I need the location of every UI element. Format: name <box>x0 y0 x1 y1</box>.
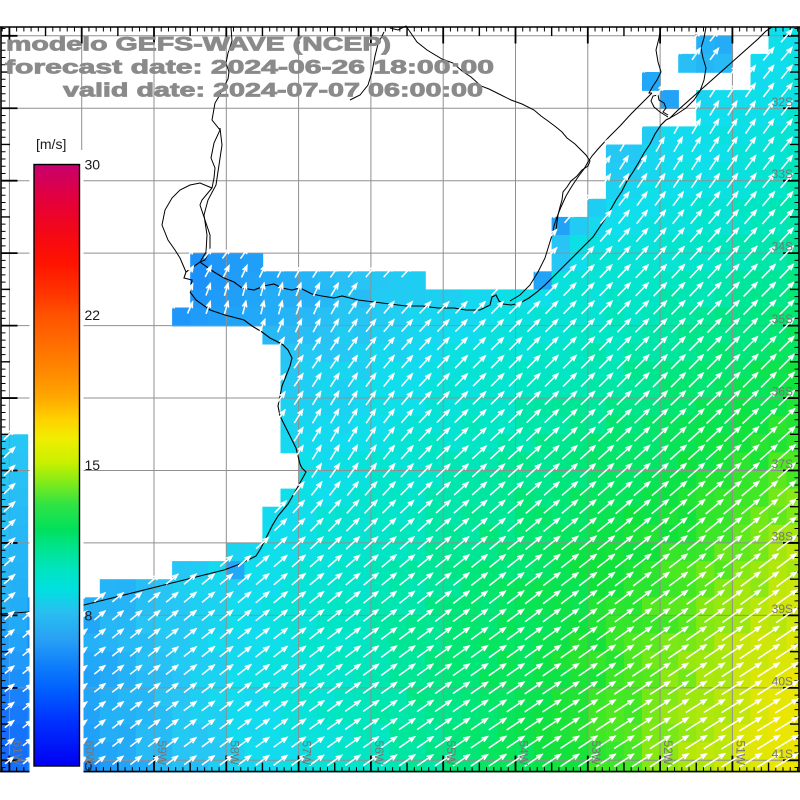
svg-text:58W: 58W <box>227 740 241 765</box>
svg-text:52W: 52W <box>661 740 675 765</box>
svg-text:valid date: 2024-07-07 06:00:0: valid date: 2024-07-07 06:00:00 <box>63 81 483 102</box>
svg-text:[m/s]: [m/s] <box>36 136 66 152</box>
svg-text:30: 30 <box>85 157 101 173</box>
svg-text:0: 0 <box>85 758 93 774</box>
svg-text:modelo GEFS-WAVE (NCEP): modelo GEFS-WAVE (NCEP) <box>6 35 391 56</box>
svg-text:57W: 57W <box>300 740 314 765</box>
svg-text:15: 15 <box>85 457 101 473</box>
svg-text:41S: 41S <box>772 747 793 761</box>
svg-text:33S: 33S <box>772 167 793 181</box>
svg-text:51W: 51W <box>733 740 747 765</box>
svg-text:38S: 38S <box>772 530 793 544</box>
svg-text:61W: 61W <box>10 740 24 765</box>
svg-text:40S: 40S <box>772 674 793 688</box>
svg-text:55W: 55W <box>444 740 458 765</box>
svg-text:36S: 36S <box>772 385 793 399</box>
svg-text:54W: 54W <box>517 740 531 765</box>
svg-text:39S: 39S <box>772 602 793 616</box>
svg-text:forecast date: 2024-06-26 18:0: forecast date: 2024-06-26 18:00:00 <box>5 58 494 79</box>
svg-text:22: 22 <box>85 307 101 323</box>
svg-text:37S: 37S <box>772 457 793 471</box>
svg-text:53W: 53W <box>589 740 603 765</box>
svg-text:8: 8 <box>85 608 93 624</box>
svg-text:32S: 32S <box>772 95 793 109</box>
svg-text:60W: 60W <box>83 740 97 765</box>
svg-text:35S: 35S <box>772 312 793 326</box>
svg-text:56W: 56W <box>372 740 386 765</box>
svg-text:34S: 34S <box>772 240 793 254</box>
svg-text:59W: 59W <box>155 740 169 765</box>
